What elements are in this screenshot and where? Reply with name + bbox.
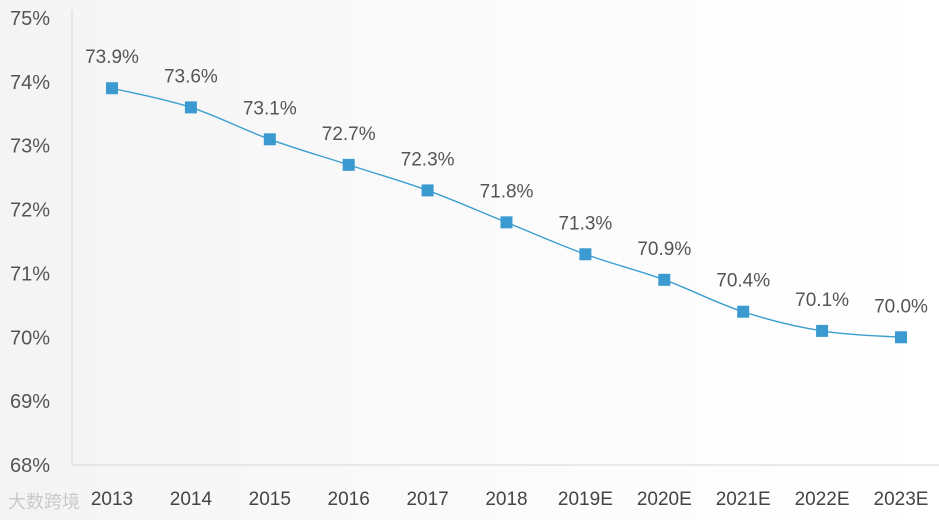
data-point-marker <box>658 273 671 286</box>
y-tick-label: 69% <box>10 391 50 413</box>
data-point-marker <box>895 331 907 344</box>
data-point-marker <box>816 324 829 337</box>
x-tick-label: 2019E <box>558 489 613 510</box>
data-point-marker <box>421 184 434 197</box>
x-tick-label: 2017 <box>406 489 448 510</box>
data-label: 71.3% <box>558 213 612 234</box>
y-tick-label: 71% <box>10 263 50 285</box>
data-label: 72.3% <box>401 149 455 170</box>
x-tick-label: 2016 <box>328 489 370 510</box>
y-tick-label: 74% <box>10 72 50 94</box>
data-label: 70.4% <box>716 271 770 292</box>
x-tick-label: 2015 <box>249 489 291 510</box>
data-label: 70.1% <box>795 290 849 311</box>
data-label: 70.0% <box>874 296 928 317</box>
data-label: 73.1% <box>243 98 297 119</box>
data-point-marker <box>579 248 592 261</box>
data-point-marker <box>184 101 197 114</box>
x-tick-label: 2020E <box>637 489 692 510</box>
data-label: 71.8% <box>480 181 534 202</box>
data-point-marker <box>106 82 118 95</box>
data-point-marker <box>342 158 355 171</box>
x-tick-label: 2014 <box>170 489 213 510</box>
y-tick-label: 75% <box>10 8 50 30</box>
y-tick-label: 73% <box>10 136 50 158</box>
x-tick-label: 2023E <box>874 489 929 510</box>
data-label: 72.7% <box>322 124 376 145</box>
x-tick-label: 2018 <box>485 489 527 510</box>
series-line <box>111 87 902 338</box>
watermark: 大数跨境 <box>8 492 80 513</box>
x-tick-label: 2013 <box>91 489 133 510</box>
data-label: 70.9% <box>637 239 691 260</box>
y-tick-label: 68% <box>10 455 50 477</box>
y-tick-label: 72% <box>10 200 50 222</box>
data-point-marker <box>500 216 513 229</box>
data-label: 73.6% <box>164 66 218 87</box>
x-tick-label: 2022E <box>795 489 850 510</box>
data-point-marker <box>263 133 276 146</box>
y-tick-label: 70% <box>10 327 50 349</box>
data-label: 73.9% <box>85 47 139 68</box>
x-tick-label: 2021E <box>716 489 771 510</box>
data-point-marker <box>737 305 750 318</box>
